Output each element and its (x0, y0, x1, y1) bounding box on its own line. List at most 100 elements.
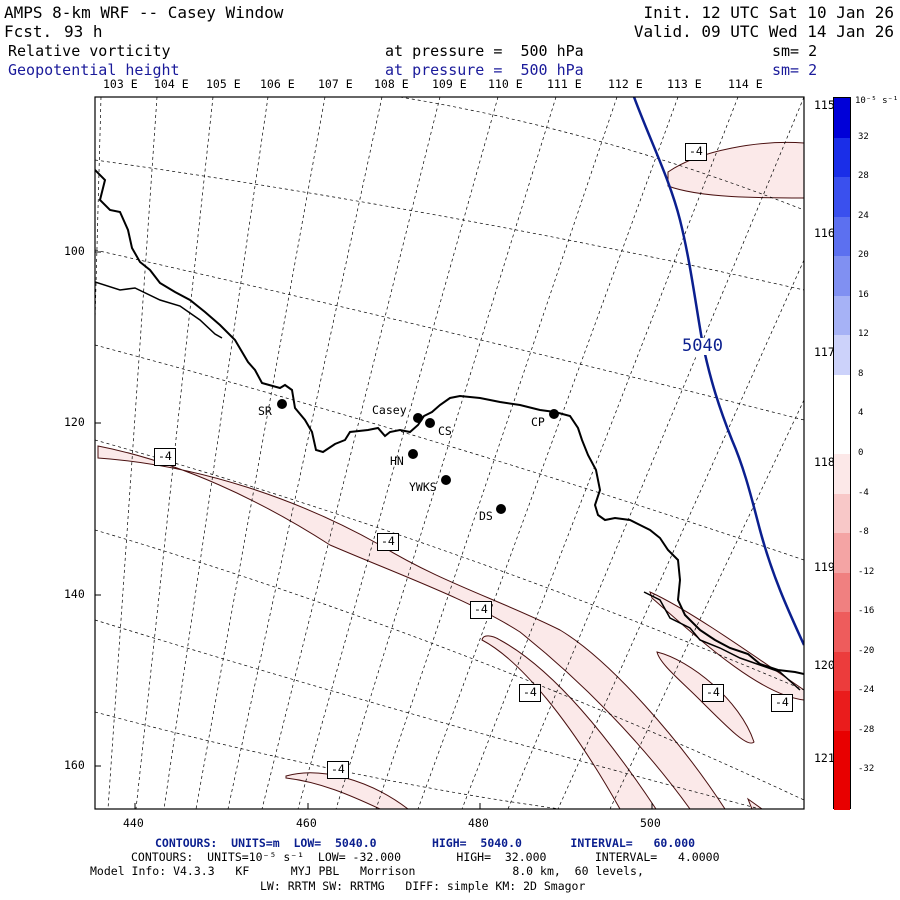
colorbar-segment (834, 414, 850, 455)
station-dot-ds (496, 504, 506, 514)
x-tick-460: 460 (296, 816, 317, 830)
colorbar-level-label: -28 (858, 724, 875, 735)
colorbar-segment (834, 691, 850, 732)
field2-pressure: at pressure = 500 hPa (385, 61, 584, 79)
colorbar-segment (834, 177, 850, 218)
model-info: Model Info: V4.3.3 KF MYJ PBL Morrison 8… (90, 864, 644, 878)
colorbar-segment (834, 533, 850, 574)
vorticity-region-south (285, 772, 409, 809)
colorbar-labels: 32 28 24 20 16 12 8 4 0 -4 -8 -12 -16 -20 -24 -28 -32 (856, 97, 900, 809)
station-label-cs: CS (438, 424, 452, 438)
vorticity-regions (97, 142, 804, 809)
station-dot-ywks (441, 475, 451, 485)
lat-lon-grid (95, 97, 804, 809)
map-frame (94, 96, 805, 810)
valid-time: Valid. 09 UTC Wed 14 Jan 26 (633, 22, 894, 41)
lon-label-106: 106 E (260, 77, 295, 91)
colorbar-segment (834, 216, 850, 257)
station-markers (277, 399, 559, 514)
vorticity-label-2: -4 (154, 448, 176, 466)
colorbar-level-label: 16 (858, 289, 869, 300)
x-tick-440: 440 (123, 816, 144, 830)
station-label-ds: DS (479, 509, 493, 523)
colorbar-level-label: 8 (858, 368, 864, 379)
field1-pressure: at pressure = 500 hPa (385, 42, 584, 60)
height-contour-info: CONTOURS: UNITS=m LOW= 5040.0 HIGH= 5040… (155, 836, 696, 850)
lon-label-109: 109 E (432, 77, 467, 91)
lon-label-111: 111 E (547, 77, 582, 91)
colorbar-level-label: 0 (858, 448, 864, 458)
vorticity-contour-info: CONTOURS: UNITS=10⁻⁵ s⁻¹ LOW= -32.000 HI… (131, 850, 720, 864)
vorticity-label-7: -4 (771, 694, 793, 712)
station-label-hn: HN (390, 454, 404, 468)
station-dot-sr (277, 399, 287, 409)
lon-label-110: 110 E (488, 77, 523, 91)
forecast-hours: 93 h (64, 22, 103, 41)
colorbar-segment (834, 651, 850, 692)
colorbar-level-label: 28 (858, 171, 869, 182)
vorticity-label-3: -4 (377, 533, 399, 551)
colorbar-segment (834, 770, 850, 810)
y-tick-120: 120 (64, 415, 85, 429)
colorbar-segment (834, 612, 850, 653)
lon-label-114: 114 E (728, 77, 763, 91)
lon-label-105: 105 E (206, 77, 241, 91)
colorbar-level-label: 4 (858, 408, 864, 419)
field2-name: Geopotential height (8, 61, 180, 79)
colorbar-level-label: -20 (858, 645, 875, 656)
vorticity-label-8: -4 (327, 761, 349, 779)
field1-smoothing: sm= 2 (772, 42, 818, 60)
colorbar-level-label: 12 (858, 329, 869, 340)
vorticity-label-5: -4 (519, 684, 541, 702)
colorbar-segment (834, 493, 850, 534)
station-dot-cp (549, 409, 559, 419)
colorbar-segment (834, 374, 850, 415)
map-title: AMPS 8-km WRF -- Casey Window (4, 3, 284, 22)
colorbar-segment (834, 454, 850, 495)
station-dot-hn (408, 449, 418, 459)
colorbar-level-label: -24 (858, 685, 875, 696)
colorbar-segment (834, 137, 850, 178)
colorbar-units: 10⁻⁵ s⁻¹ (855, 96, 899, 106)
lon-label-108: 108 E (374, 77, 409, 91)
axis-ticks (95, 251, 653, 809)
physics-info: LW: RRTM SW: RRTMG DIFF: simple KM: 2D S… (260, 879, 586, 893)
colorbar-segment (834, 572, 850, 613)
vorticity-label-6: -4 (702, 684, 724, 702)
colorbar-level-label: -8 (858, 527, 869, 538)
height-contour-5040 (632, 97, 804, 646)
forecast-label: Fcst. (4, 22, 53, 41)
x-tick-500: 500 (640, 816, 661, 830)
station-dot-casey (413, 413, 423, 423)
lon-label-113: 113 E (667, 77, 702, 91)
field2-smoothing: sm= 2 (772, 61, 818, 79)
ice-edge (643, 591, 801, 691)
coastline-inner (95, 281, 223, 339)
lon-label-107: 107 E (318, 77, 353, 91)
colorbar-level-label: 24 (858, 210, 869, 221)
height-contour-label: 5040 (682, 336, 723, 356)
vorticity-region-main-band (97, 445, 726, 809)
vorticity-region-corner (746, 797, 763, 809)
colorbar-segment (834, 295, 850, 336)
colorbar-level-label: 20 (858, 250, 869, 261)
y-tick-140: 140 (64, 587, 85, 601)
colorbar-segment (834, 730, 850, 771)
lon-label-103: 103 E (103, 77, 138, 91)
colorbar-level-label: 32 (858, 131, 869, 142)
station-label-casey: Casey (372, 403, 407, 417)
field1-name: Relative vorticity (8, 42, 171, 60)
x-tick-480: 480 (468, 816, 489, 830)
colorbar-level-label: -4 (858, 487, 869, 498)
vorticity-label-4: -4 (470, 601, 492, 619)
vorticity-label-1: -4 (685, 143, 707, 161)
station-label-cp: CP (531, 415, 545, 429)
station-dot-cs (425, 418, 435, 428)
y-tick-100: 100 (64, 244, 85, 258)
colorbar-level-label: -12 (858, 566, 875, 577)
lon-label-104: 104 E (154, 77, 189, 91)
colorbar-segment (834, 256, 850, 297)
coastline (95, 169, 804, 675)
